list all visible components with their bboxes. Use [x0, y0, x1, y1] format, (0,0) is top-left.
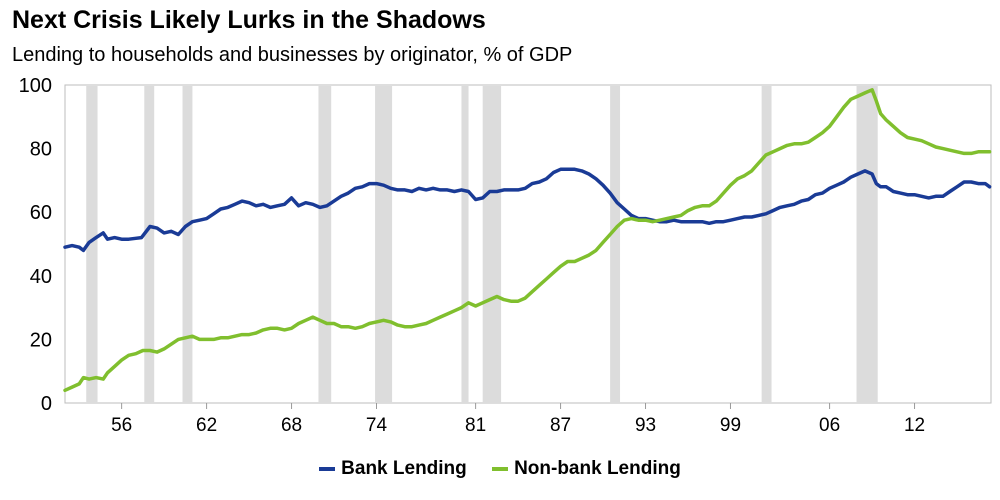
recession-band-0: [86, 86, 98, 403]
chart-title: Next Crisis Likely Lurks in the Shadows: [12, 6, 486, 34]
axes: 0 20 40 60 80 100 56 62 68 74 81 87 93 99 06 12: [19, 75, 925, 436]
plot-frame: [64, 84, 992, 404]
recession-band-7: [610, 86, 621, 403]
recession-band-4: [375, 86, 393, 403]
recession-band-1: [144, 86, 155, 403]
legend-label-nonbank-lending: Non-bank Lending: [514, 458, 681, 479]
y-tick-label-80: 80: [30, 139, 52, 161]
x-tick-label-99: 99: [720, 415, 741, 436]
series-line-bank-lending: [63, 167, 992, 253]
x-tick-label-74: 74: [366, 415, 388, 436]
y-tick-label-20: 20: [30, 329, 52, 351]
recession-band-6: [482, 86, 502, 403]
y-tick-label-40: 40: [30, 266, 52, 288]
legend-item-bank-lending: Bank Lending: [319, 458, 467, 480]
recession-band-5: [461, 86, 469, 403]
x-tick-label-12: 12: [904, 415, 925, 436]
recession-band-3: [318, 86, 332, 403]
series-lines: [63, 88, 992, 393]
nonbank-lending-swatch: [492, 467, 509, 471]
x-tick-label-68: 68: [281, 415, 302, 436]
y-tick-label-60: 60: [30, 202, 52, 224]
x-tick-label-87: 87: [550, 415, 571, 436]
legend: Bank Lending Non-bank Lending: [0, 455, 1000, 480]
y-tick-label-0: 0: [41, 393, 52, 415]
x-tick-label-93: 93: [635, 415, 656, 436]
series-line-nonbank-lending: [63, 88, 992, 393]
recession-band-8: [761, 86, 772, 403]
recession-band-2: [182, 86, 193, 403]
legend-label-bank-lending: Bank Lending: [341, 458, 467, 479]
x-tick-label-06: 06: [819, 415, 840, 436]
recession-band-9: [856, 86, 878, 403]
x-tick-label-62: 62: [196, 415, 217, 436]
x-tick-label-81: 81: [465, 415, 486, 436]
x-tick-label-56: 56: [111, 415, 132, 436]
bank-lending-swatch: [319, 467, 336, 471]
chart-subtitle: Lending to households and businesses by …: [12, 44, 573, 66]
recession-bands: [86, 86, 878, 403]
y-tick-label-100: 100: [19, 75, 52, 97]
legend-item-nonbank-lending: Non-bank Lending: [492, 458, 681, 480]
